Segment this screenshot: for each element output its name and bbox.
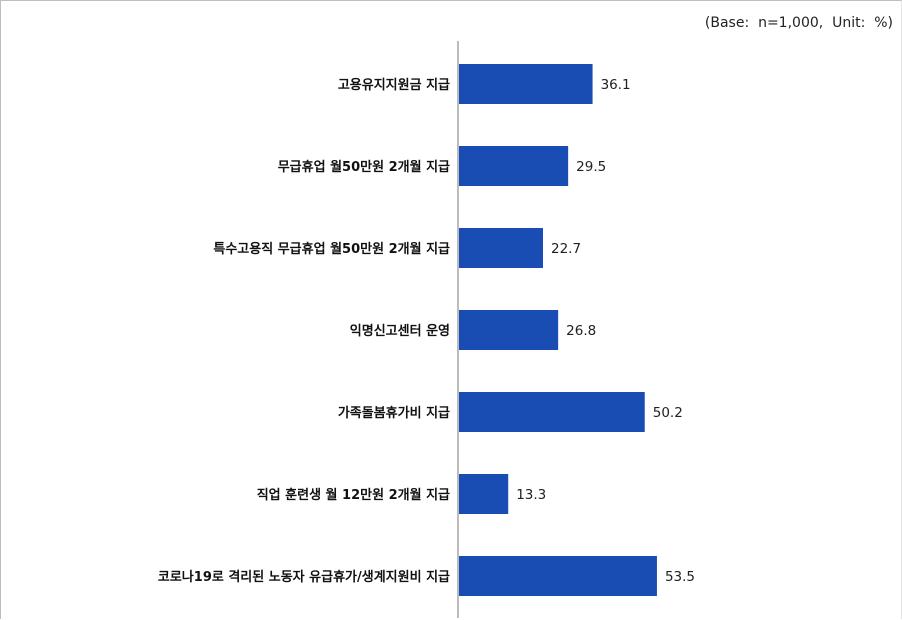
value-label-5: 13.3 <box>516 487 546 503</box>
bar-1 <box>459 146 569 186</box>
category-label-2: 특수고용직 무급휴업 월50만원 2개월 지급 <box>213 241 450 257</box>
value-label-4: 50.2 <box>653 405 683 421</box>
category-label-3: 익명신고센터 운영 <box>350 323 450 339</box>
bar-2 <box>459 228 543 268</box>
bar-4 <box>459 392 645 432</box>
value-label-6: 53.5 <box>665 569 695 585</box>
category-label-1: 무급휴업 월50만원 2개월 지급 <box>278 159 450 175</box>
category-label-6: 코로나19로 격리된 노동자 유급휴가/생계지원비 지급 <box>158 569 450 585</box>
value-label-1: 29.5 <box>576 159 606 175</box>
category-label-4: 가족돌봄휴가비 지급 <box>338 405 450 421</box>
value-label-0: 36.1 <box>601 77 631 93</box>
bar-5 <box>459 474 509 514</box>
base-note: (Base: n=1,000, Unit: %) <box>704 15 893 31</box>
value-label-2: 22.7 <box>551 241 581 257</box>
value-label-3: 26.8 <box>566 323 596 339</box>
bar-3 <box>459 310 559 350</box>
bar-0 <box>459 64 593 104</box>
category-label-5: 직업 훈련생 월 12만원 2개월 지급 <box>257 487 450 503</box>
category-label-0: 고용유지지원금 지급 <box>338 77 450 93</box>
bar-6 <box>459 556 657 596</box>
